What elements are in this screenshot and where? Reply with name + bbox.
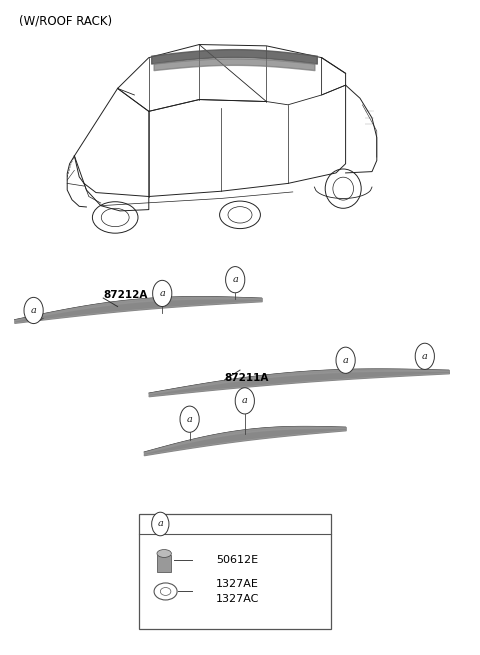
Text: 87212A: 87212A <box>103 290 147 301</box>
Text: a: a <box>187 415 192 424</box>
Text: 50612E: 50612E <box>216 555 258 565</box>
Circle shape <box>336 347 355 373</box>
Ellipse shape <box>157 550 171 557</box>
Text: 87211A: 87211A <box>225 373 269 383</box>
Ellipse shape <box>160 588 171 595</box>
Text: a: a <box>159 289 165 298</box>
Text: a: a <box>31 306 36 315</box>
Circle shape <box>415 343 434 369</box>
Text: a: a <box>422 352 428 361</box>
Text: a: a <box>232 275 238 284</box>
Circle shape <box>152 512 169 536</box>
Circle shape <box>153 280 172 307</box>
Circle shape <box>24 297 43 324</box>
Circle shape <box>235 388 254 414</box>
Text: a: a <box>343 356 348 365</box>
Text: 1327AE: 1327AE <box>216 578 259 589</box>
Circle shape <box>180 406 199 432</box>
Circle shape <box>226 267 245 293</box>
Bar <box>157 555 171 572</box>
Text: 1327AC: 1327AC <box>216 594 259 605</box>
Text: a: a <box>242 396 248 405</box>
FancyBboxPatch shape <box>139 514 331 629</box>
Text: (W/ROOF RACK): (W/ROOF RACK) <box>19 14 112 28</box>
Text: a: a <box>157 519 163 529</box>
Ellipse shape <box>154 583 177 600</box>
